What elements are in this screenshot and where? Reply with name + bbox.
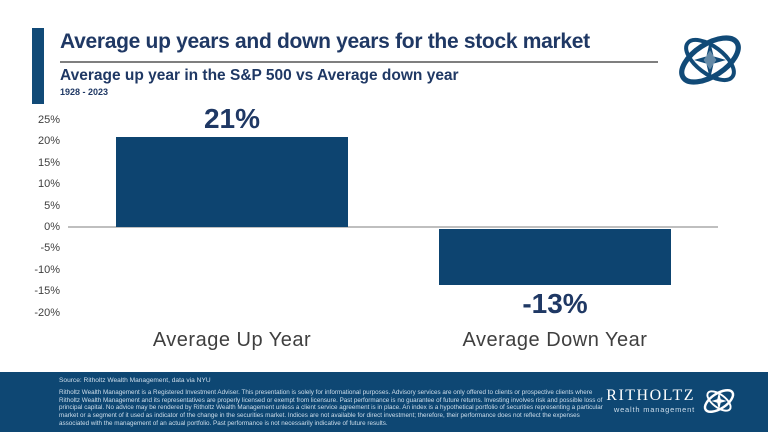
y-axis-tick: -5%: [40, 242, 60, 255]
page-subtitle: Average up year in the S&P 500 vs Averag…: [60, 67, 459, 84]
page-title: Average up years and down years for the …: [60, 30, 590, 53]
bar-average-down-year: [439, 229, 671, 285]
y-axis-tick: -20%: [34, 306, 60, 319]
category-label: Average Down Year: [462, 329, 648, 351]
bar-value-label: 21%: [203, 103, 261, 135]
y-axis-tick: -15%: [34, 285, 60, 298]
y-axis-tick: 0%: [44, 221, 60, 233]
footer-brand-text: RITHOLTZ wealth management: [606, 387, 695, 415]
y-axis-tick: 5%: [44, 199, 60, 212]
brand-name: RITHOLTZ: [606, 387, 695, 404]
footer: Source: Ritholtz Wealth Management, data…: [0, 372, 768, 432]
title-divider: [60, 61, 658, 63]
y-axis-tick: 15%: [37, 156, 60, 169]
title-accent-bar: [32, 28, 44, 104]
y-axis-tick: 20%: [37, 135, 60, 148]
bar-value-label: -13%: [522, 287, 588, 319]
zero-axis-line: [68, 226, 718, 228]
brand-subtitle: wealth management: [613, 405, 695, 414]
footer-brand: RITHOLTZ wealth management: [606, 382, 740, 420]
y-axis-tick: 10%: [37, 178, 60, 191]
bar-chart: 25% 20% 15% 10% 5% 0% -5% -10% -15% -20% 21% Averag…: [34, 103, 718, 351]
y-axis-tick: -10%: [34, 263, 60, 276]
bar-average-up-year: [116, 137, 348, 227]
ritholtz-orbit-logo-icon: [698, 382, 740, 420]
period-label: 1928 - 2023: [60, 87, 109, 97]
disclaimer-text: Ritholtz Wealth Management is a Register…: [59, 389, 603, 427]
y-axis-tick: 25%: [37, 114, 60, 126]
ritholtz-orbit-logo-icon: [661, 20, 759, 100]
category-label: Average Up Year: [152, 329, 312, 351]
source-note: Source: Ritholtz Wealth Management, data…: [59, 377, 211, 384]
